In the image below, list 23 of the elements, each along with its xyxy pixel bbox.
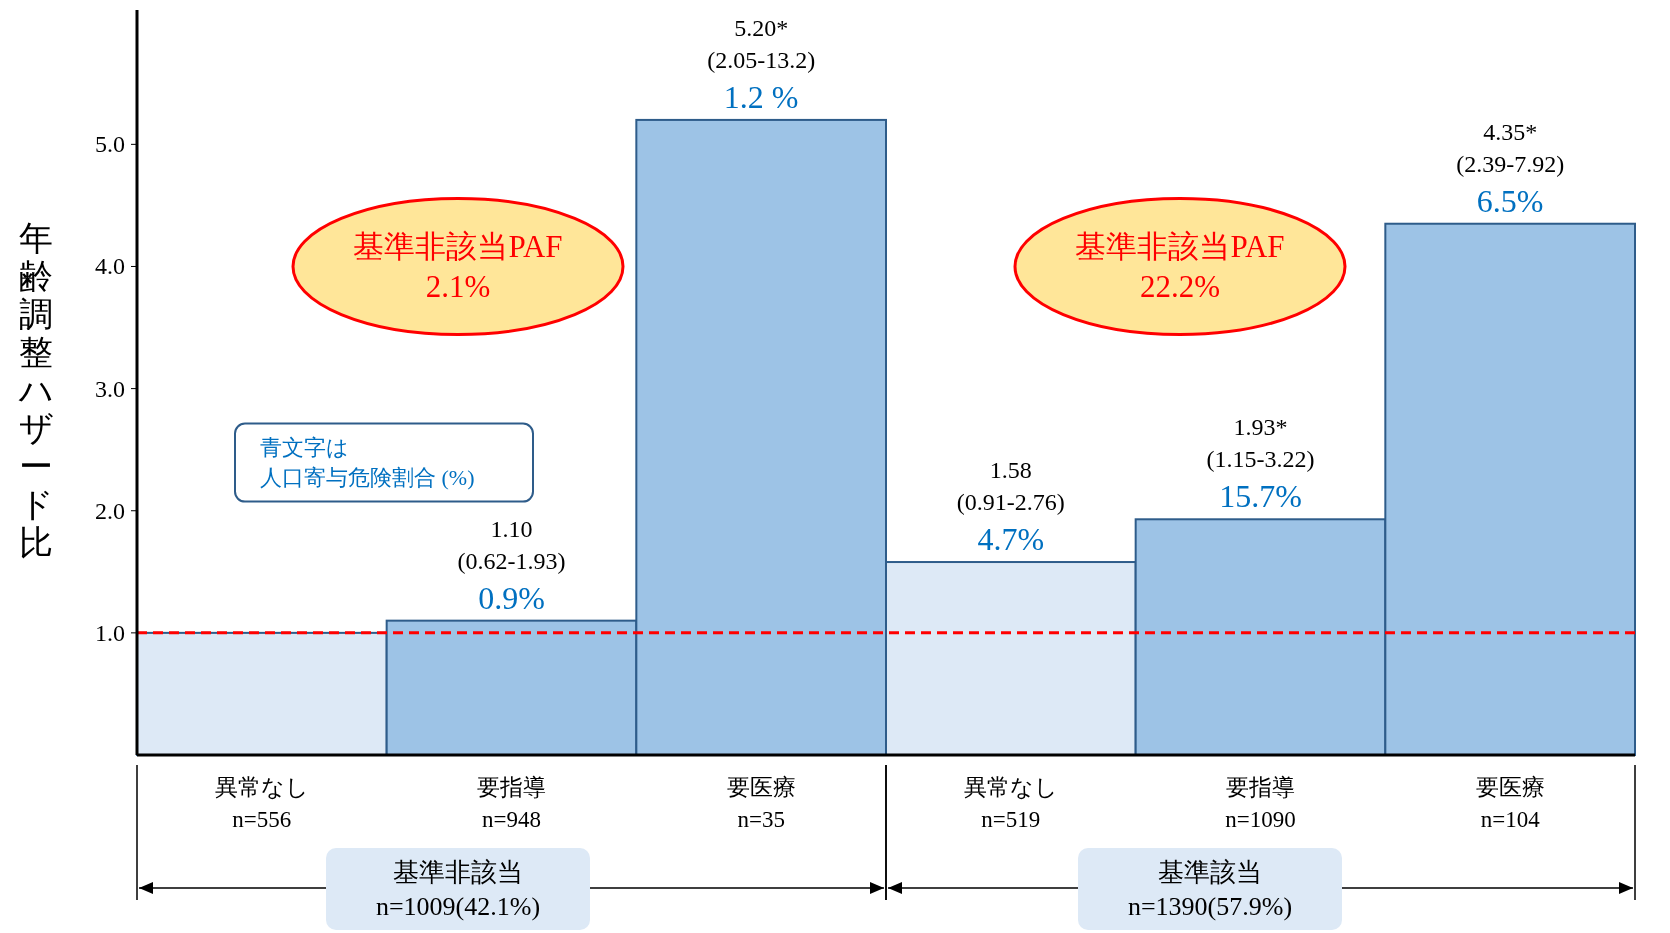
data-label: 4.35* (2.39-7.92) 6.5%: [1456, 118, 1565, 219]
x-tick-label: 要指導 n=1090: [1225, 775, 1296, 832]
x-tick-label: 要指導 n=948: [477, 775, 546, 832]
y-tick-label: 4.0: [95, 253, 125, 280]
y-tick-label: 1.0: [95, 619, 125, 646]
annotation: 人口寄与危険割合 (%): [260, 464, 475, 490]
x-tick-label: 要医療 n=104: [1475, 775, 1545, 832]
x-tick-label: 異常なし n=556: [214, 775, 309, 832]
y-tick-label: 2.0: [95, 497, 125, 524]
data-label: 5.20* (2.05-13.2) 1.2 %: [707, 14, 816, 115]
data-label: 1.58 (0.91-2.76) 4.7%: [956, 457, 1065, 558]
y-tick-label: 3.0: [95, 375, 125, 402]
text: 基準非該当 n=1009(42.1%): [375, 858, 541, 921]
annotation: 基準非該当PAF 22.2%: [1075, 229, 1285, 305]
text: 基準該当 n=1390(57.9%): [1127, 858, 1293, 921]
data-label: 1.10 (0.62-1.93) 0.9%: [457, 515, 566, 616]
data-label: 1.93* (1.15-3.22) 15.7%: [1206, 414, 1315, 515]
annotation: 基準非該当PAF 2.1%: [353, 229, 563, 305]
x-tick-label: 要医療 n=35: [726, 775, 796, 832]
annotation: 青文字は: [260, 434, 349, 460]
text: 年齢調整ハザード比: [18, 220, 54, 561]
x-tick-label: 異常なし n=519: [963, 775, 1058, 832]
y-tick-label: 5.0: [95, 131, 125, 158]
